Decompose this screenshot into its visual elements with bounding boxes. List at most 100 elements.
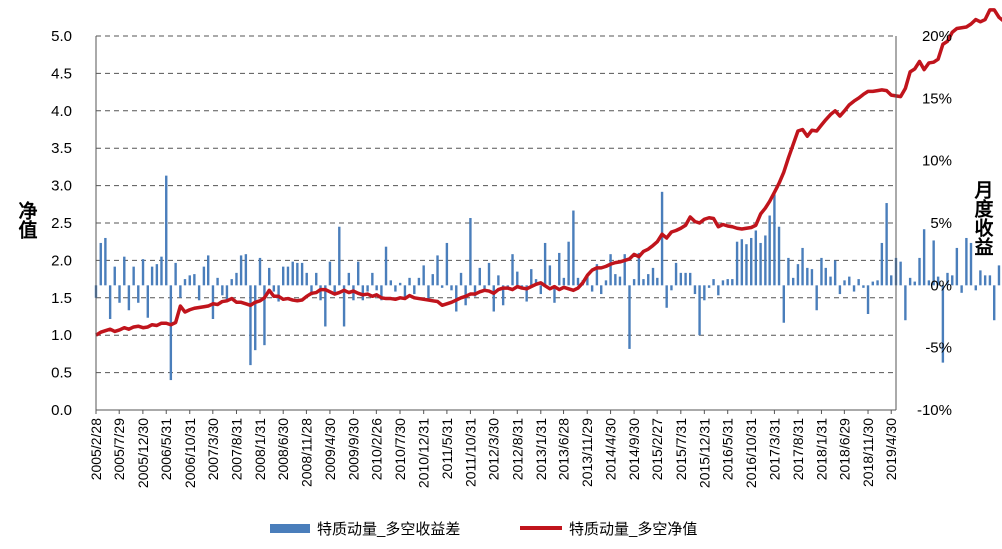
bar <box>389 280 392 286</box>
bar <box>333 285 336 295</box>
bar <box>118 285 121 303</box>
bar <box>745 244 748 286</box>
x-tick-label: 2008/11/28 <box>298 418 314 487</box>
bar <box>965 237 968 286</box>
left-tick-label: 3.5 <box>51 140 72 157</box>
bar <box>132 266 135 286</box>
x-tick-label: 2010/2/26 <box>368 418 384 480</box>
bar <box>590 285 594 292</box>
gridlines <box>96 35 896 374</box>
x-tick-label: 2013/1/31 <box>533 418 549 480</box>
left-tick-label: 1.5 <box>51 290 72 307</box>
bar <box>684 272 687 286</box>
bar <box>787 257 790 286</box>
bar <box>258 257 262 286</box>
bar <box>338 226 341 286</box>
bar <box>450 285 453 291</box>
x-tick-label: 2005/7/29 <box>111 418 127 480</box>
bar <box>141 259 145 286</box>
bar <box>371 272 374 286</box>
bar <box>576 277 580 286</box>
legend: 特质动量_多空收益差 特质动量_多空净值 <box>270 521 697 538</box>
right-tick-label: -10% <box>917 402 952 419</box>
x-tick-label: 2013/6/28 <box>556 418 572 480</box>
left-tick-label: 2.5 <box>51 215 72 232</box>
axes <box>95 36 897 411</box>
bar <box>941 285 945 363</box>
bar <box>618 276 622 286</box>
right-tick-label: 20% <box>922 28 952 45</box>
bar <box>230 279 233 286</box>
x-tick-label: 2016/5/31 <box>720 418 736 480</box>
bar <box>913 281 916 286</box>
bar <box>871 281 874 286</box>
bar <box>272 285 276 292</box>
left-tick-label: 1.0 <box>51 327 72 344</box>
bar <box>305 272 308 286</box>
bar <box>483 285 486 292</box>
bar <box>885 203 888 286</box>
bar <box>824 267 827 286</box>
left-tick-label: 0.0 <box>51 402 72 419</box>
right-tick-label: 5% <box>930 215 952 232</box>
bar <box>277 285 280 302</box>
bar <box>899 261 902 286</box>
bar <box>413 285 416 295</box>
left-tick-label: 4.0 <box>51 103 72 120</box>
bar <box>731 279 734 286</box>
x-tick-label: 2006/10/31 <box>182 418 198 488</box>
x-tick-label: 2010/12/31 <box>416 418 432 488</box>
bar <box>113 266 116 286</box>
x-tick-label: 2018/1/31 <box>813 418 829 480</box>
bar <box>674 262 678 286</box>
bar <box>127 285 131 311</box>
bar <box>422 265 425 286</box>
x-tick-label: 2009/4/30 <box>322 418 338 480</box>
left-tick-label: 5.0 <box>51 28 72 45</box>
bar <box>862 285 865 288</box>
bar <box>904 285 907 321</box>
bar <box>567 241 570 286</box>
bar <box>207 255 210 286</box>
x-tick-label: 2018/6/29 <box>836 418 852 480</box>
bar <box>782 285 785 323</box>
bar <box>244 254 248 286</box>
x-tick-label: 2012/3/30 <box>486 418 502 480</box>
bar <box>459 272 463 286</box>
bar <box>712 279 715 286</box>
bar <box>417 277 421 286</box>
bar <box>955 247 959 286</box>
bar <box>979 270 982 286</box>
right-tick-label: 10% <box>922 153 952 170</box>
bar <box>357 261 360 286</box>
bar <box>342 285 346 327</box>
bar <box>328 261 332 286</box>
bar <box>525 285 528 302</box>
x-tick-label: 2008/6/30 <box>275 418 291 480</box>
bar <box>946 272 949 286</box>
bar <box>750 237 753 286</box>
left-axis-title: 净值 <box>16 200 38 239</box>
bar <box>604 280 608 286</box>
x-tick-label: 2016/10/31 <box>743 418 759 488</box>
x-tick-label: 2017/3/31 <box>766 418 782 480</box>
x-tick-label: 2011/10/31 <box>462 418 478 487</box>
bar <box>239 255 243 286</box>
bar <box>254 285 257 351</box>
bar <box>431 274 434 286</box>
bar <box>801 247 804 286</box>
bar <box>160 256 163 286</box>
bar <box>623 254 626 286</box>
bar <box>324 285 327 327</box>
bar <box>150 266 154 286</box>
bar <box>291 261 294 286</box>
bar <box>717 285 720 296</box>
bar <box>764 235 767 286</box>
bar <box>408 277 411 286</box>
bar <box>670 285 673 291</box>
x-tick-label: 2015/2/27 <box>649 418 665 480</box>
bar <box>656 277 659 286</box>
bar <box>810 269 814 286</box>
bar <box>815 285 818 311</box>
bar <box>796 264 800 286</box>
